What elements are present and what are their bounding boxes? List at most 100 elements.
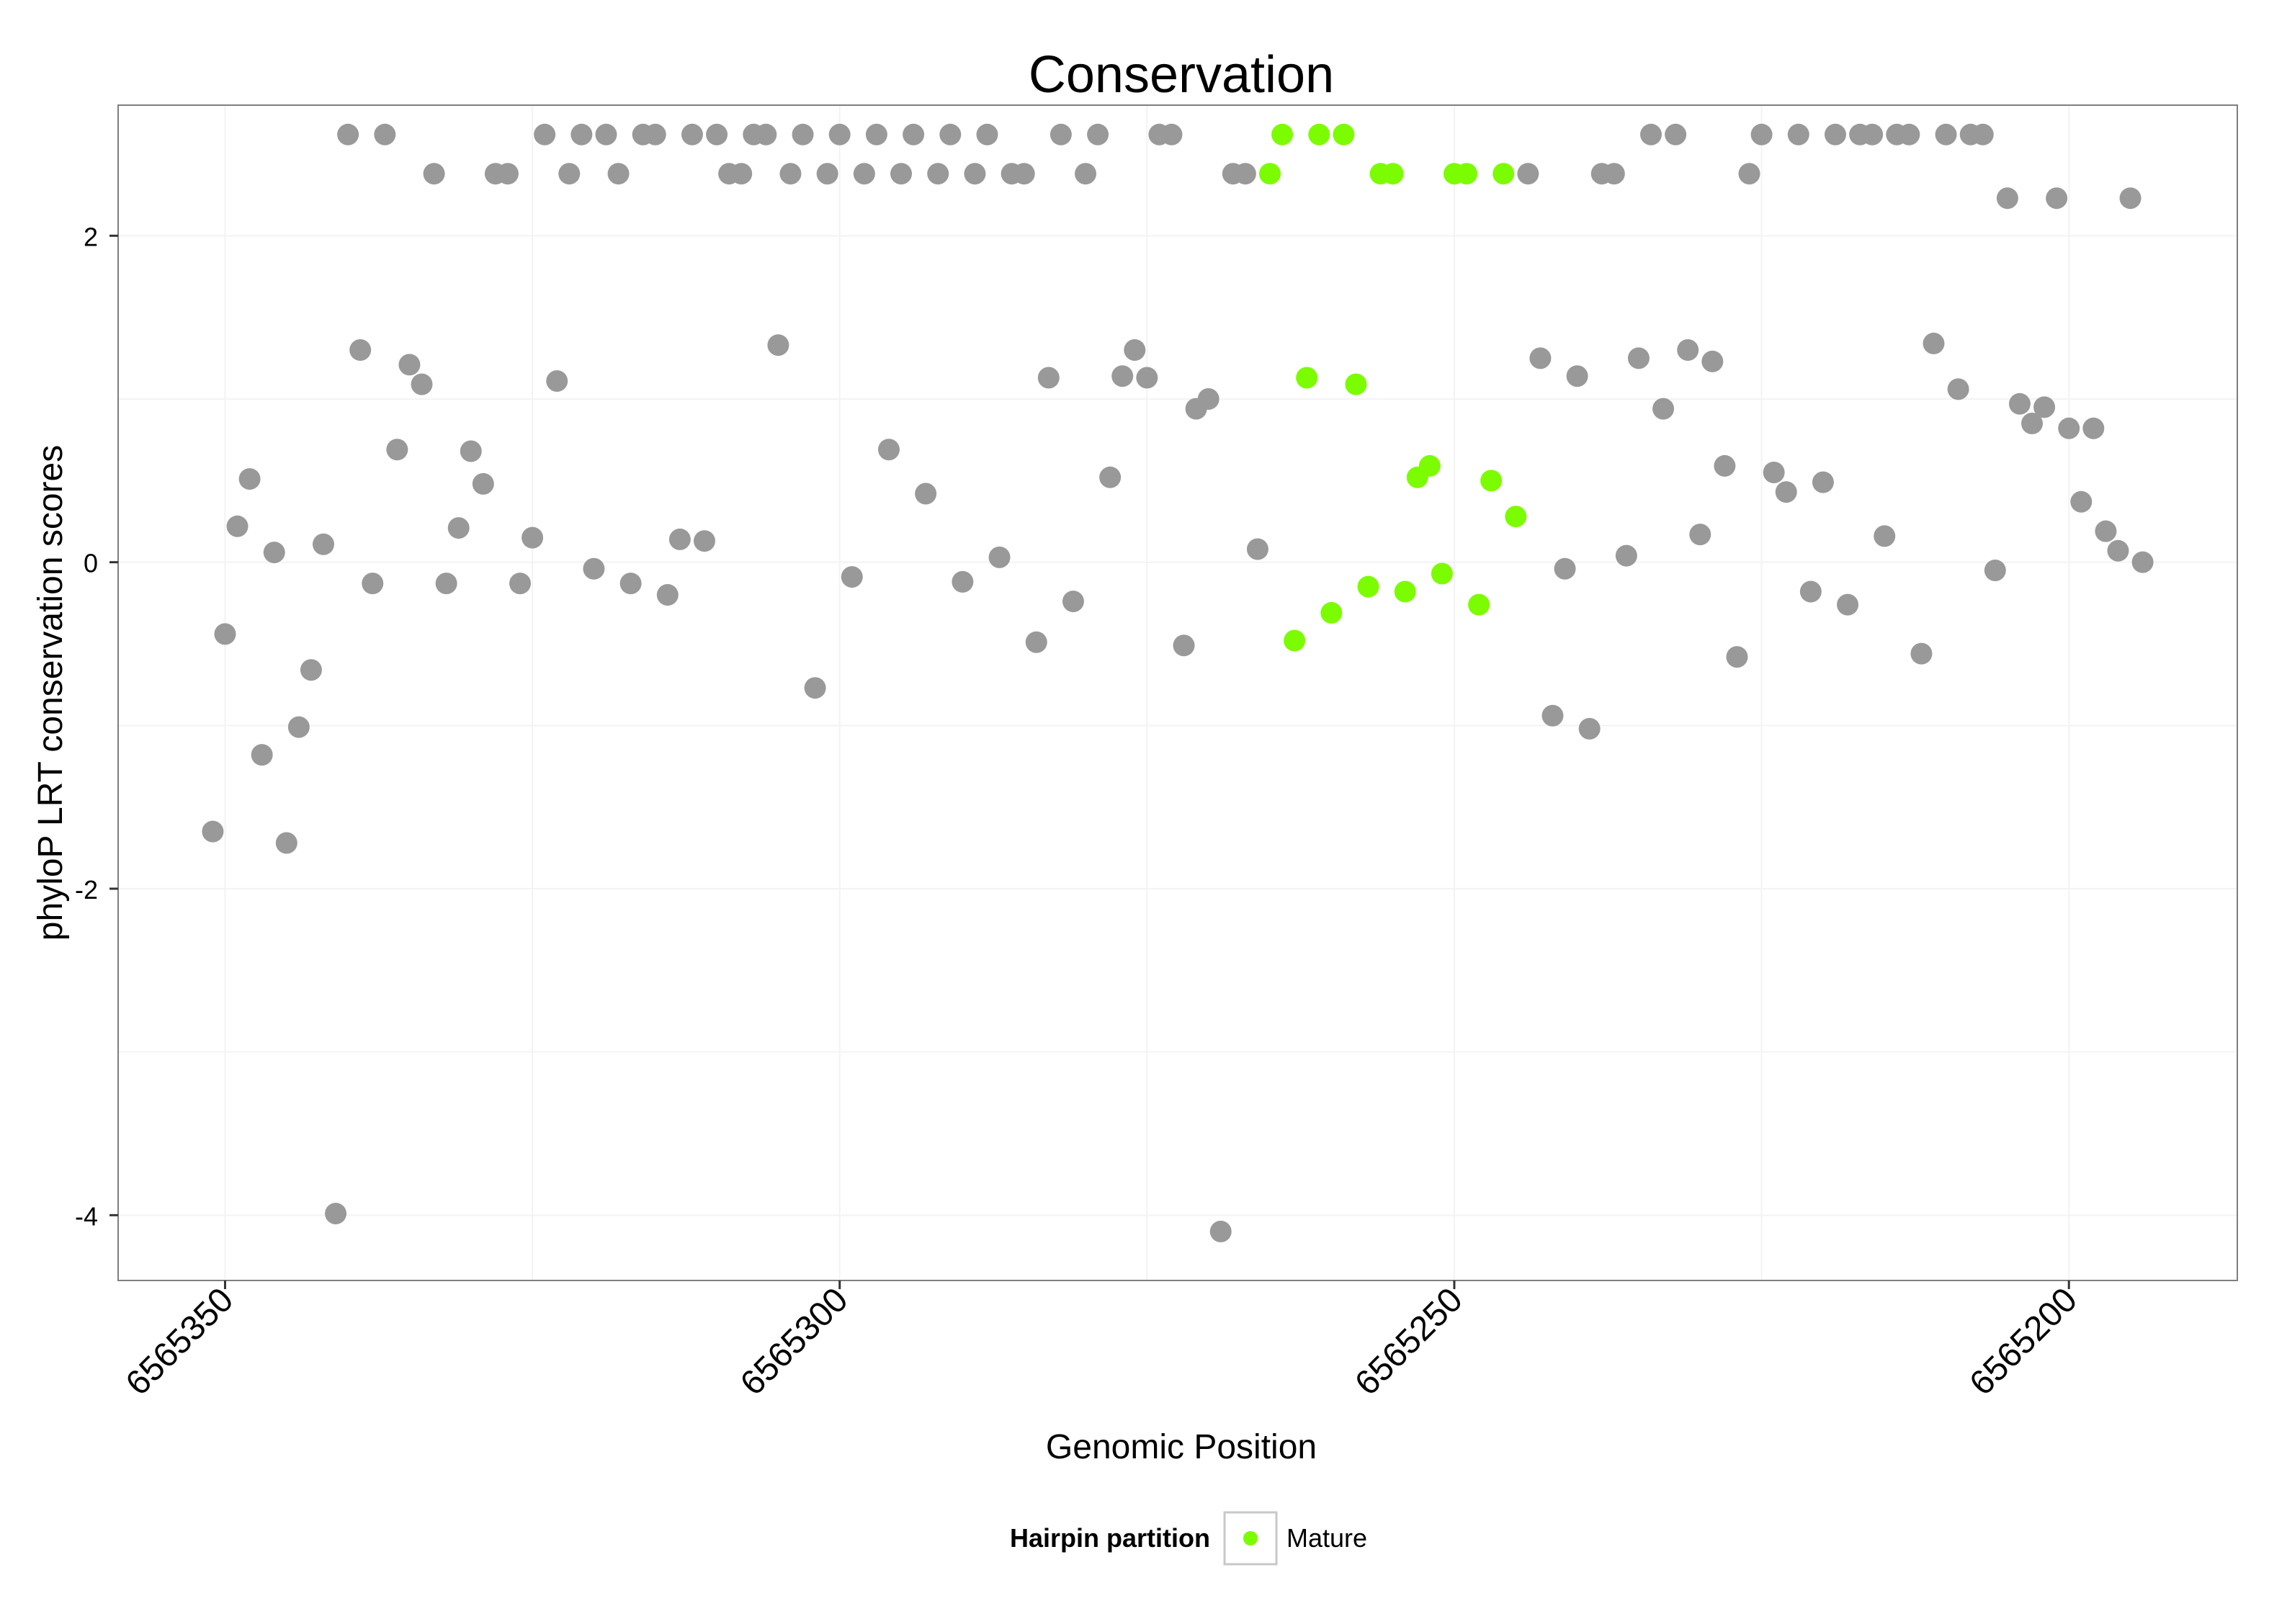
- data-point-other: [1603, 163, 1625, 185]
- y-tick-label: 0: [84, 549, 98, 578]
- legend-title: Hairpin partition: [1010, 1523, 1210, 1553]
- data-point-other: [595, 123, 617, 145]
- data-point-other: [2008, 392, 2031, 415]
- data-point-other: [1640, 123, 1662, 145]
- data-point-other: [362, 573, 384, 595]
- data-point-other: [1984, 560, 2006, 581]
- data-point-other: [779, 163, 802, 185]
- data-point-other: [1013, 163, 1035, 185]
- data-point-mature: [1492, 163, 1515, 185]
- data-point-other: [1763, 462, 1785, 483]
- data-point-other: [398, 354, 421, 376]
- data-point-other: [828, 123, 851, 145]
- data-point-other: [1775, 481, 1797, 503]
- data-point-other: [865, 123, 887, 145]
- data-point-other: [1037, 367, 1060, 389]
- data-point-other: [1714, 454, 1736, 477]
- data-point-other: [1972, 123, 1994, 145]
- data-point-other: [1750, 123, 1773, 145]
- data-point-mature: [1468, 593, 1490, 616]
- data-point-other: [1111, 365, 1134, 387]
- data-point-other: [214, 623, 236, 645]
- points-layer: [202, 123, 2154, 1242]
- data-point-other: [668, 528, 691, 550]
- data-point-other: [325, 1203, 347, 1225]
- data-point-other: [2070, 490, 2093, 513]
- data-point-other: [1677, 339, 1699, 361]
- data-point-other: [202, 820, 224, 843]
- data-point-other: [927, 163, 949, 185]
- data-point-other: [1665, 123, 1687, 145]
- y-tick-label: 2: [84, 222, 98, 251]
- data-point-other: [2033, 396, 2056, 418]
- data-point-other: [1025, 631, 1047, 653]
- data-point-other: [1689, 524, 1711, 546]
- data-point-other: [988, 546, 1011, 568]
- legend-key-point-mature: [1243, 1531, 1258, 1546]
- data-point-other: [546, 370, 568, 392]
- data-point-other: [1787, 123, 1809, 145]
- data-point-other: [1701, 350, 1724, 372]
- data-point-other: [522, 526, 544, 549]
- data-point-other: [1050, 123, 1072, 145]
- data-point-other: [1087, 123, 1109, 145]
- data-point-other: [447, 517, 470, 539]
- data-point-other: [1075, 163, 1097, 185]
- data-point-other: [1799, 580, 1822, 603]
- data-point-other: [1824, 123, 1846, 145]
- data-point-other: [1566, 365, 1588, 387]
- grid-layer: [118, 105, 2237, 1280]
- data-point-other: [1124, 339, 1146, 361]
- data-point-other: [656, 584, 679, 606]
- data-point-other: [509, 573, 532, 595]
- data-point-other: [1738, 163, 1760, 185]
- data-point-mature: [1505, 506, 1527, 528]
- data-point-other: [534, 123, 556, 145]
- data-point-other: [730, 163, 753, 185]
- data-point-other: [1910, 642, 1933, 665]
- data-point-other: [1173, 634, 1195, 657]
- data-point-other: [939, 123, 962, 145]
- data-point-other: [952, 570, 974, 593]
- data-point-other: [1874, 525, 1896, 547]
- data-point-mature: [1320, 601, 1343, 624]
- data-point-other: [1947, 378, 1969, 400]
- data-point-other: [374, 123, 396, 145]
- data-point-other: [2107, 539, 2129, 562]
- data-point-mature: [1258, 163, 1281, 185]
- data-point-other: [460, 440, 482, 462]
- data-point-other: [1554, 557, 1576, 580]
- data-point-other: [853, 163, 875, 185]
- data-point-other: [903, 123, 925, 145]
- data-point-other: [1898, 123, 1920, 145]
- data-point-other: [275, 832, 297, 854]
- data-point-mature: [1296, 367, 1318, 389]
- data-point-other: [1923, 332, 1945, 354]
- data-point-other: [1529, 347, 1552, 369]
- data-point-other: [681, 123, 703, 145]
- data-point-other: [890, 163, 913, 185]
- data-point-other: [238, 468, 261, 490]
- data-point-mature: [1333, 123, 1355, 145]
- data-point-other: [1861, 123, 1884, 145]
- data-point-other: [226, 515, 249, 537]
- data-point-other: [2131, 551, 2154, 573]
- y-tick-label: -2: [75, 875, 98, 905]
- data-point-other: [1627, 347, 1650, 369]
- data-point-other: [570, 123, 593, 145]
- legend: Hairpin partition Mature: [1010, 1511, 1367, 1566]
- data-point-mature: [1456, 163, 1478, 185]
- data-point-other: [1812, 471, 1834, 493]
- x-axis-label: Genomic Position: [1046, 1428, 1317, 1466]
- data-point-other: [2119, 187, 2142, 210]
- data-point-other: [2058, 417, 2080, 439]
- y-axis-label: phyloP LRT conservation scores: [32, 445, 70, 941]
- panel-border: [117, 104, 2238, 1281]
- data-point-other: [915, 483, 937, 505]
- data-point-other: [841, 566, 863, 588]
- data-point-mature: [1357, 575, 1379, 598]
- data-point-mature: [1345, 373, 1367, 395]
